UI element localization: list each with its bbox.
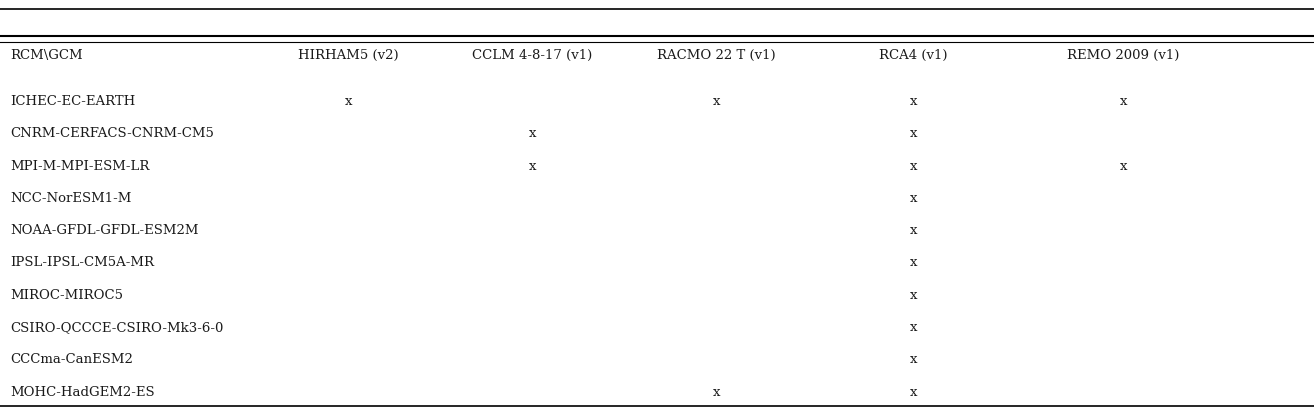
Text: x: x	[909, 127, 917, 140]
Text: MPI-M-MPI-ESM-LR: MPI-M-MPI-ESM-LR	[11, 159, 150, 172]
Text: RCA4 (v1): RCA4 (v1)	[879, 49, 947, 62]
Text: x: x	[344, 95, 352, 108]
Text: x: x	[909, 385, 917, 398]
Text: x: x	[909, 95, 917, 108]
Text: CNRM-CERFACS-CNRM-CM5: CNRM-CERFACS-CNRM-CM5	[11, 127, 214, 140]
Text: x: x	[909, 191, 917, 204]
Text: RACMO 22 T (v1): RACMO 22 T (v1)	[657, 49, 775, 62]
Text: x: x	[528, 159, 536, 172]
Text: CCCma-CanESM2: CCCma-CanESM2	[11, 352, 134, 366]
Text: CCLM 4-8-17 (v1): CCLM 4-8-17 (v1)	[472, 49, 593, 62]
Text: x: x	[909, 159, 917, 172]
Text: x: x	[909, 352, 917, 366]
Text: x: x	[712, 95, 720, 108]
Text: HIRHAM5 (v2): HIRHAM5 (v2)	[298, 49, 398, 62]
Text: x: x	[909, 288, 917, 301]
Text: x: x	[909, 256, 917, 269]
Text: CSIRO-QCCCE-CSIRO-Mk3-6-0: CSIRO-QCCCE-CSIRO-Mk3-6-0	[11, 320, 223, 333]
Text: x: x	[1120, 95, 1127, 108]
Text: x: x	[909, 223, 917, 237]
Text: ICHEC-EC-EARTH: ICHEC-EC-EARTH	[11, 95, 135, 108]
Text: NCC-NorESM1-M: NCC-NorESM1-M	[11, 191, 131, 204]
Text: x: x	[909, 320, 917, 333]
Text: x: x	[712, 385, 720, 398]
Text: NOAA-GFDL-GFDL-ESM2M: NOAA-GFDL-GFDL-ESM2M	[11, 223, 198, 237]
Text: RCM\GCM: RCM\GCM	[11, 49, 83, 62]
Text: x: x	[528, 127, 536, 140]
Text: REMO 2009 (v1): REMO 2009 (v1)	[1067, 49, 1180, 62]
Text: MOHC-HadGEM2-ES: MOHC-HadGEM2-ES	[11, 385, 155, 398]
Text: MIROC-MIROC5: MIROC-MIROC5	[11, 288, 124, 301]
Text: IPSL-IPSL-CM5A-MR: IPSL-IPSL-CM5A-MR	[11, 256, 155, 269]
Text: x: x	[1120, 159, 1127, 172]
